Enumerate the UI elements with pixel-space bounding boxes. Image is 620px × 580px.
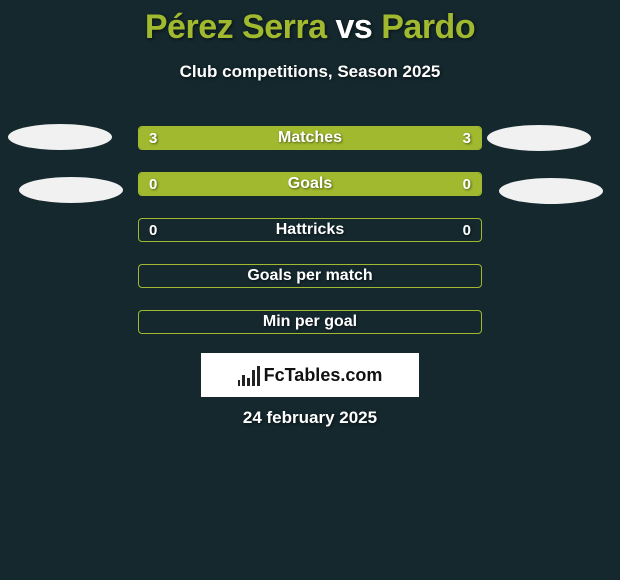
stat-bar-goals-per-match: Goals per match bbox=[138, 264, 482, 288]
bar-label: Goals per match bbox=[139, 265, 481, 287]
stat-bar-matches: 3 3 Matches bbox=[138, 126, 482, 150]
player-right-ellipse-2 bbox=[499, 178, 603, 204]
stat-bar-min-per-goal: Min per goal bbox=[138, 310, 482, 334]
date-text: 24 february 2025 bbox=[0, 408, 620, 428]
title-text: Pérez Serra vs Pardo bbox=[145, 8, 475, 46]
brand-badge: FcTables.com bbox=[201, 353, 419, 397]
chart-icon bbox=[238, 364, 260, 386]
player-left-ellipse-2 bbox=[19, 177, 123, 203]
bar-label: Goals bbox=[139, 173, 481, 195]
stat-bar-hattricks: 0 0 Hattricks bbox=[138, 218, 482, 242]
page-title: Pérez Serra vs Pardo bbox=[0, 8, 620, 47]
bar-label: Hattricks bbox=[139, 219, 481, 241]
brand-text: FcTables.com bbox=[264, 365, 383, 386]
bar-label: Matches bbox=[139, 127, 481, 149]
subtitle: Club competitions, Season 2025 bbox=[0, 62, 620, 82]
bar-label: Min per goal bbox=[139, 311, 481, 333]
stat-bar-goals: 0 0 Goals bbox=[138, 172, 482, 196]
comparison-infographic: Pérez Serra vs Pardo Club competitions, … bbox=[0, 0, 620, 580]
player-right-ellipse-1 bbox=[487, 125, 591, 151]
player-left-ellipse-1 bbox=[8, 124, 112, 150]
